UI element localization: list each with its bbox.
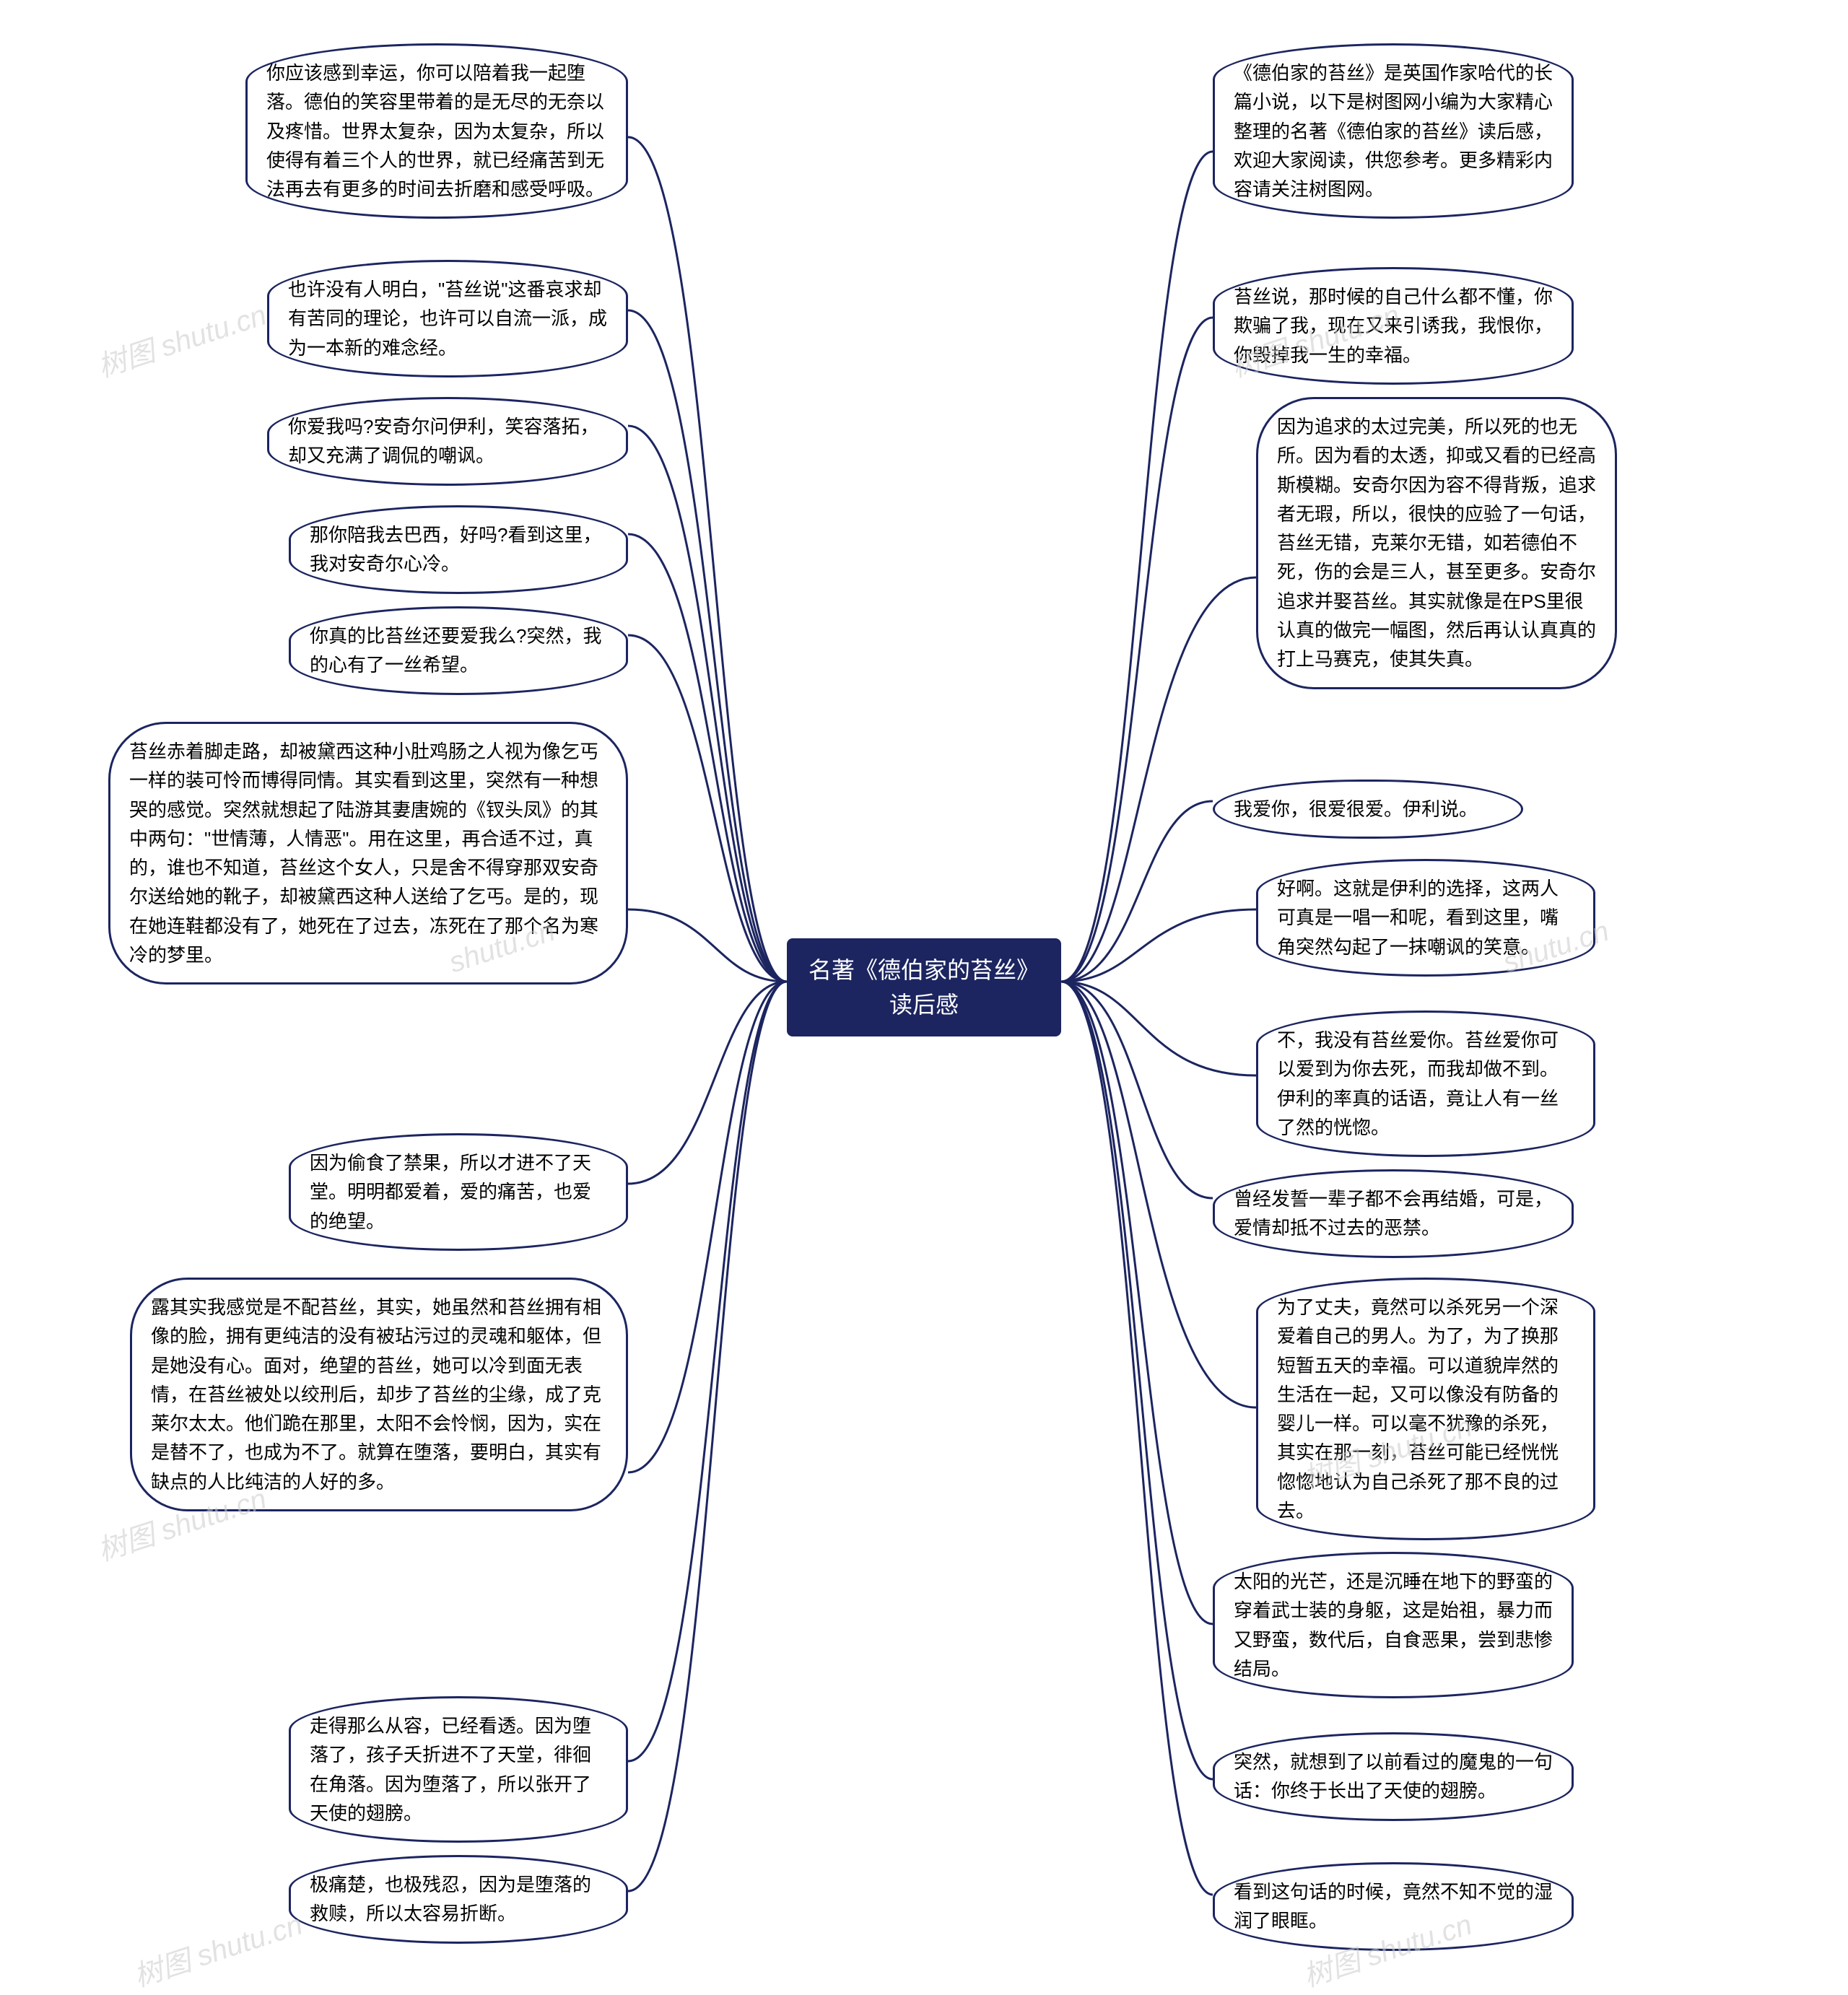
right-node-3: 我爱你，很爱很爱。伊利说。: [1213, 780, 1523, 839]
left-node-9: 极痛楚，也极残忍，因为是堕落的救赎，所以太容易折断。: [289, 1855, 628, 1944]
right-node-6: 曾经发誓一辈子都不会再结婚，可是，爱情却抵不过去的恶禁。: [1213, 1169, 1574, 1258]
right-node-9: 突然，就想到了以前看过的魔鬼的一句话：你终于长出了天使的翅膀。: [1213, 1732, 1574, 1821]
right-node-0: 《德伯家的苔丝》是英国作家哈代的长篇小说，以下是树图网小编为大家精心整理的名著《…: [1213, 43, 1574, 219]
left-node-6: 因为偷食了禁果，所以才进不了天堂。明明都爱着，爱的痛苦，也爱的绝望。: [289, 1133, 628, 1251]
mindmap-canvas: 名著《德伯家的苔丝》读后感 你应该感到幸运，你可以陪着我一起堕落。德伯的笑容里带…: [0, 0, 1848, 1988]
watermark-0: 树图 shutu.cn: [92, 292, 271, 385]
right-node-10: 看到这句话的时候，竟然不知不觉的湿润了眼眶。: [1213, 1862, 1574, 1951]
left-node-1: 也许没有人明白，"苔丝说"这番哀求却有苦同的理论，也许可以自流一派，成为一本新的…: [267, 260, 628, 377]
right-node-8: 太阳的光芒，还是沉睡在地下的野蛮的穿着武士装的身躯，这是始祖，暴力而又野蛮，数代…: [1213, 1552, 1574, 1698]
center-node: 名著《德伯家的苔丝》读后感: [787, 938, 1061, 1036]
right-node-2: 因为追求的太过完美，所以死的也无所。因为看的太透，抑或又看的已经高斯模糊。安奇尔…: [1256, 397, 1617, 689]
right-node-5: 不，我没有苔丝爱你。苔丝爱你可以爱到为你去死，而我却做不到。伊利的率真的话语，竟…: [1256, 1010, 1595, 1157]
left-node-5: 苔丝赤着脚走路，却被黛西这种小肚鸡肠之人视为像乞丐一样的装可怜而博得同情。其实看…: [108, 722, 628, 985]
left-node-4: 你真的比苔丝还要爱我么?突然，我的心有了一丝希望。: [289, 606, 628, 695]
left-node-0: 你应该感到幸运，你可以陪着我一起堕落。德伯的笑容里带着的是无尽的无奈以及疼惜。世…: [245, 43, 628, 219]
left-node-3: 那你陪我去巴西，好吗?看到这里，我对安奇尔心冷。: [289, 505, 628, 594]
left-node-2: 你爱我吗?安奇尔问伊利，笑容落拓，却又充满了调侃的嘲讽。: [267, 397, 628, 486]
right-node-1: 苔丝说，那时候的自己什么都不懂，你欺骗了我，现在又来引诱我，我恨你，你毁掉我一生…: [1213, 267, 1574, 385]
right-node-4: 好啊。这就是伊利的选择，这两人可真是一唱一和呢，看到这里，嘴角突然勾起了一抹嘲讽…: [1256, 859, 1595, 977]
left-node-8: 走得那么从容，已经看透。因为堕落了，孩子夭折进不了天堂，徘徊在角落。因为堕落了，…: [289, 1696, 628, 1843]
right-node-7: 为了丈夫，竟然可以杀死另一个深爱着自己的男人。为了，为了换那短暂五天的幸福。可以…: [1256, 1278, 1595, 1540]
watermark-6: 树图 shutu.cn: [128, 1901, 307, 1995]
left-node-7: 露其实我感觉是不配苔丝，其实，她虽然和苔丝拥有相像的脸，拥有更纯洁的没有被玷污过…: [130, 1278, 628, 1511]
